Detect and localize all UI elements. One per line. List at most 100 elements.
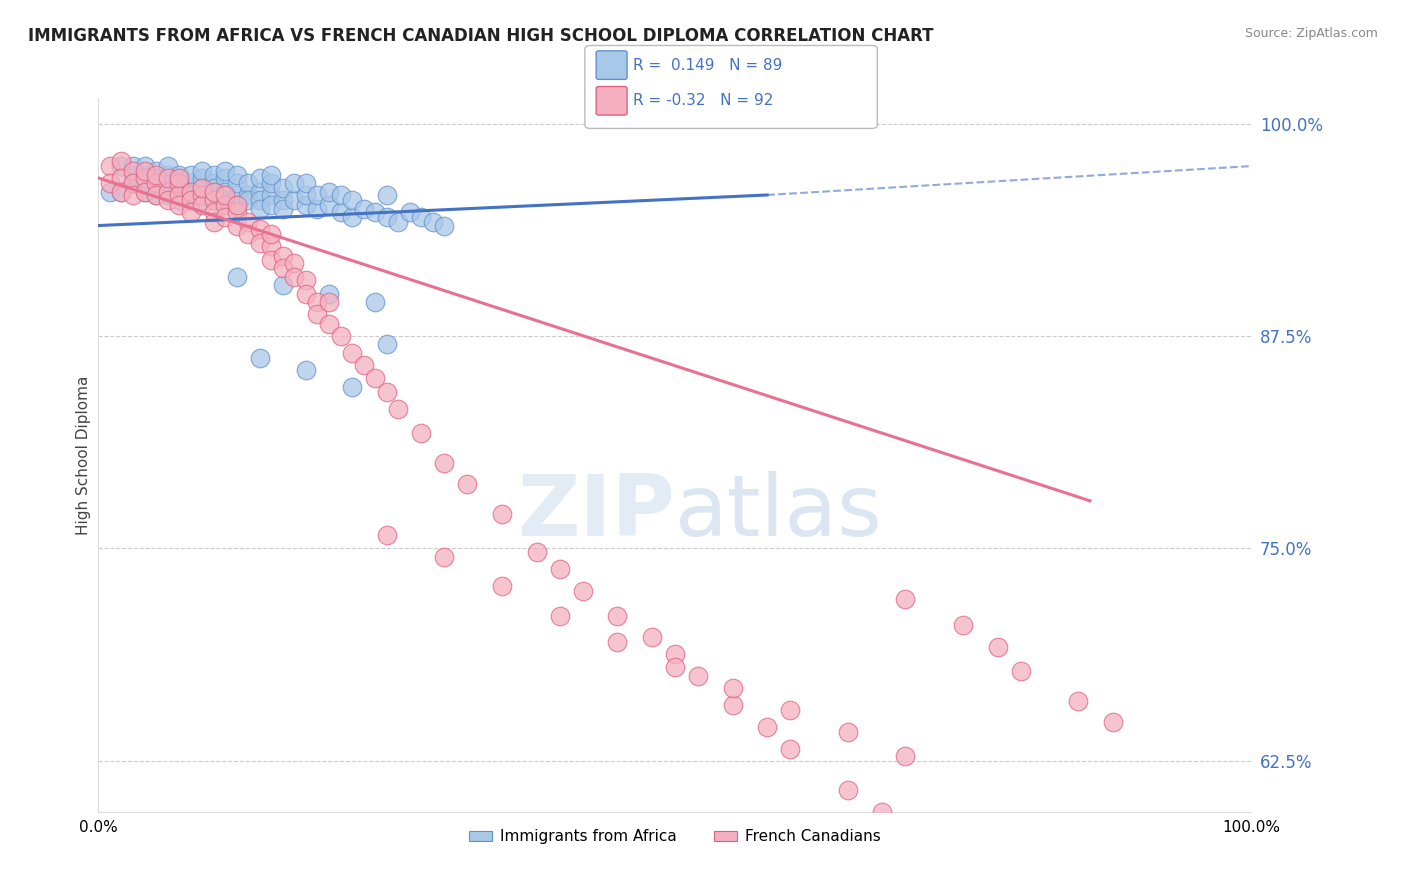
Point	[456, 476, 478, 491]
Point	[180, 193, 202, 207]
Point	[1102, 714, 1125, 729]
Point	[952, 617, 974, 632]
Point	[571, 583, 593, 598]
Point	[225, 176, 247, 190]
Point	[202, 215, 225, 229]
Point	[779, 742, 801, 756]
Point	[548, 562, 571, 576]
Point	[307, 202, 329, 216]
Point	[134, 159, 156, 173]
Point	[180, 193, 202, 207]
Point	[779, 703, 801, 717]
Point	[122, 168, 145, 182]
Point	[225, 198, 247, 212]
Point	[837, 724, 859, 739]
Point	[134, 164, 156, 178]
Point	[894, 748, 917, 763]
Point	[283, 193, 305, 207]
Point	[375, 188, 398, 202]
Point	[271, 278, 294, 293]
Text: ZIP: ZIP	[517, 470, 675, 554]
Point	[156, 185, 179, 199]
Point	[664, 660, 686, 674]
Point	[295, 363, 318, 377]
Point	[122, 176, 145, 190]
Point	[1067, 694, 1090, 708]
Point	[721, 681, 744, 695]
Point	[214, 193, 236, 207]
Point	[411, 425, 433, 440]
Point	[307, 307, 329, 321]
Point	[238, 215, 260, 229]
Point	[491, 579, 513, 593]
Point	[686, 669, 709, 683]
Point	[664, 647, 686, 661]
Point	[433, 549, 456, 564]
Point	[167, 171, 190, 186]
Point	[145, 188, 167, 202]
Point	[606, 635, 628, 649]
Point	[180, 205, 202, 219]
Point	[225, 198, 247, 212]
Point	[353, 202, 375, 216]
Point	[98, 185, 121, 199]
Text: atlas: atlas	[675, 470, 883, 554]
Point	[202, 193, 225, 207]
Point	[364, 295, 387, 310]
Point	[271, 181, 294, 195]
Point	[329, 205, 352, 219]
Point	[491, 508, 513, 522]
Text: IMMIGRANTS FROM AFRICA VS FRENCH CANADIAN HIGH SCHOOL DIPLOMA CORRELATION CHART: IMMIGRANTS FROM AFRICA VS FRENCH CANADIA…	[28, 27, 934, 45]
Point	[134, 168, 156, 182]
Point	[318, 185, 340, 199]
Point	[191, 188, 214, 202]
Point	[295, 198, 318, 212]
Point	[191, 164, 214, 178]
Point	[134, 185, 156, 199]
Point	[167, 171, 190, 186]
Point	[145, 176, 167, 190]
Point	[180, 185, 202, 199]
Point	[145, 171, 167, 186]
Point	[202, 176, 225, 190]
Point	[225, 168, 247, 182]
Point	[134, 171, 156, 186]
Point	[329, 329, 352, 343]
Point	[318, 295, 340, 310]
Point	[433, 457, 456, 471]
Point	[249, 193, 271, 207]
Point	[295, 286, 318, 301]
Point	[202, 168, 225, 182]
Point	[191, 193, 214, 207]
Point	[122, 188, 145, 202]
Point	[260, 239, 283, 253]
Point	[987, 640, 1010, 654]
Point	[214, 188, 236, 202]
Point	[307, 295, 329, 310]
Point	[156, 159, 179, 173]
Point	[283, 269, 305, 284]
Point	[249, 235, 271, 250]
Point	[214, 198, 236, 212]
Point	[340, 210, 363, 224]
Point	[238, 193, 260, 207]
Point	[295, 188, 318, 202]
Point	[411, 210, 433, 224]
Point	[548, 609, 571, 624]
Point	[225, 219, 247, 233]
Point	[526, 545, 548, 559]
Point	[214, 210, 236, 224]
Point	[318, 286, 340, 301]
Point	[271, 260, 294, 275]
Point	[387, 402, 409, 417]
Point	[202, 193, 225, 207]
Point	[894, 592, 917, 607]
Point	[606, 609, 628, 624]
Point	[249, 351, 271, 365]
Y-axis label: High School Diploma: High School Diploma	[76, 376, 91, 534]
Point	[156, 185, 179, 199]
Legend: Immigrants from Africa, French Canadians: Immigrants from Africa, French Canadians	[463, 823, 887, 850]
Point	[260, 198, 283, 212]
Point	[249, 202, 271, 216]
Point	[202, 181, 225, 195]
